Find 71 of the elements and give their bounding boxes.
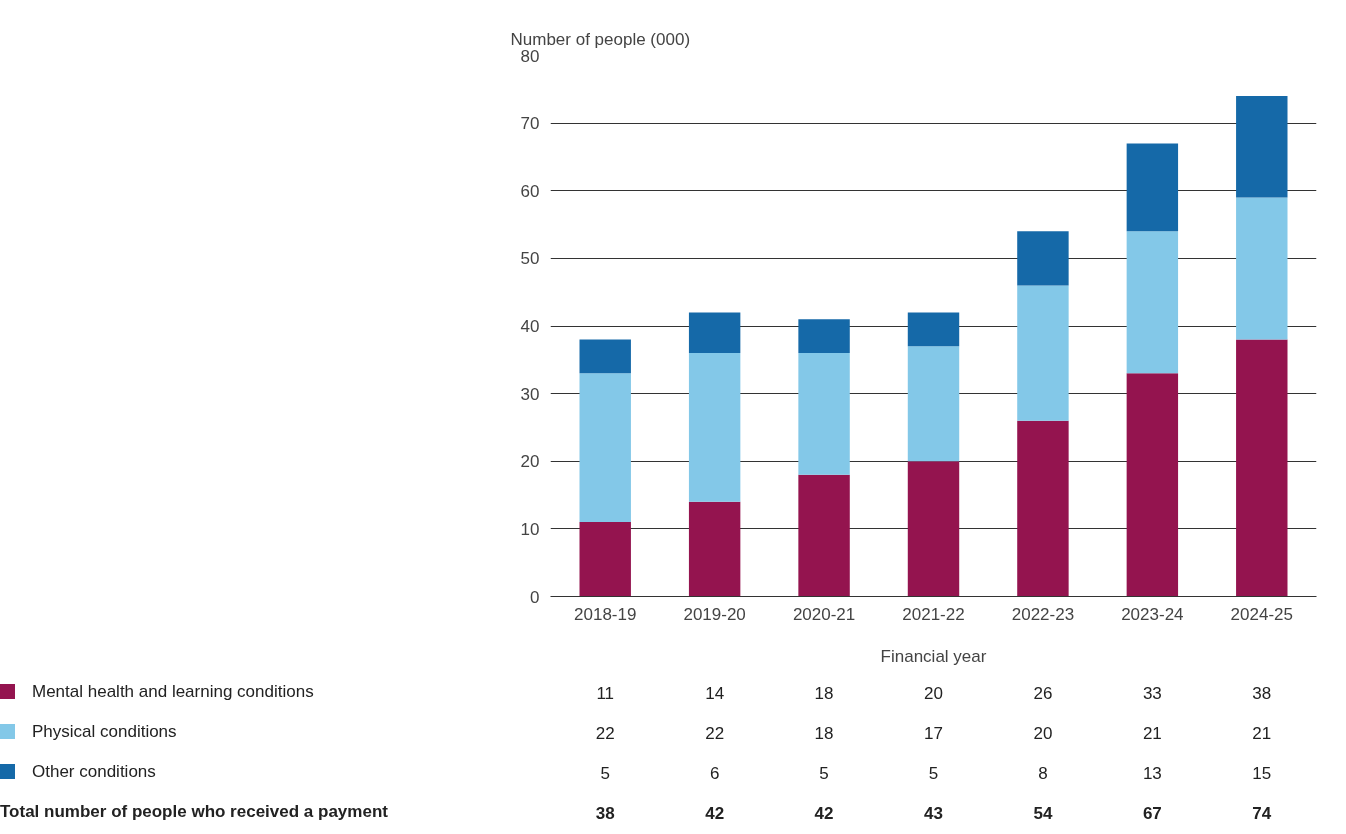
y-tick-label: 10 xyxy=(520,519,540,539)
data-label: 11 xyxy=(596,683,615,703)
text: 42 xyxy=(814,803,834,823)
bar xyxy=(579,522,631,597)
x-tick-label: 2024-25 xyxy=(1230,604,1293,624)
bar xyxy=(907,346,960,462)
y-tick-label: 20 xyxy=(520,452,540,472)
x-tick-label: 2019-20 xyxy=(683,604,746,624)
y-tick-label: 60 xyxy=(520,181,540,201)
legend-label: Other conditions xyxy=(31,761,156,783)
text: Total number of people who received a payment xyxy=(0,802,388,821)
bar xyxy=(1236,96,1288,198)
data-label: 22 xyxy=(705,723,725,743)
bar xyxy=(688,501,741,597)
data-label: 6 xyxy=(709,763,720,783)
data-label: 22 xyxy=(595,723,615,743)
bar xyxy=(798,319,850,354)
y-tick-label: 50 xyxy=(520,249,540,269)
x-tick-label: 2023-24 xyxy=(1121,604,1184,624)
bar xyxy=(579,339,631,374)
y-axis-title: Number of people (000) xyxy=(510,29,691,49)
x-tick-label: 2022-23 xyxy=(1011,604,1075,624)
bar xyxy=(798,353,850,475)
bar xyxy=(688,353,741,502)
data-label: 26 xyxy=(1033,683,1053,703)
y-tick-label: 80 xyxy=(520,46,540,66)
bar xyxy=(1126,373,1179,597)
bar xyxy=(688,312,741,354)
legend-label: Mental health and learning conditions xyxy=(31,681,314,703)
data-label: 33 xyxy=(1142,683,1162,703)
data-label: 14 xyxy=(705,683,725,703)
bar xyxy=(1017,231,1069,286)
data-label: 5 xyxy=(928,763,939,783)
data-label: 13 xyxy=(1142,763,1162,783)
y-tick-label: 0 xyxy=(530,587,540,607)
bar xyxy=(907,461,960,597)
data-label: 18 xyxy=(814,723,834,743)
bar xyxy=(1126,231,1179,374)
text: 67 xyxy=(1142,803,1162,823)
bar xyxy=(1017,285,1069,421)
data-label: 5 xyxy=(600,763,610,783)
bar xyxy=(798,474,850,597)
text: 42 xyxy=(705,803,725,823)
x-tick-label: 2020-21 xyxy=(792,604,856,624)
text: 74 xyxy=(1252,803,1272,823)
data-label: 21 xyxy=(1142,723,1162,743)
text: 38 xyxy=(595,803,615,823)
x-axis-title: Financial year xyxy=(880,646,987,666)
y-tick-label: 40 xyxy=(520,317,540,336)
data-label: 21 xyxy=(1252,723,1272,743)
y-tick-label: 70 xyxy=(520,114,540,134)
legend-label: Physical conditions xyxy=(31,721,177,743)
bar xyxy=(1236,197,1288,340)
y-tick-label: 30 xyxy=(520,384,540,404)
data-label: 38 xyxy=(1252,683,1272,703)
data-label: 20 xyxy=(924,683,943,703)
text: 54 xyxy=(1033,803,1053,823)
bar xyxy=(1126,143,1179,232)
x-tick-label: 2018-19 xyxy=(574,604,637,624)
data-label: 15 xyxy=(1252,763,1272,783)
data-label: 20 xyxy=(1033,723,1053,743)
x-tick-label: 2021-22 xyxy=(902,604,965,624)
bar xyxy=(579,373,631,523)
bar xyxy=(907,312,960,347)
text: 43 xyxy=(924,803,943,823)
data-label: 5 xyxy=(819,763,829,783)
data-label: 8 xyxy=(1038,763,1048,783)
data-label: 18 xyxy=(814,683,834,703)
bar xyxy=(1017,420,1069,597)
bar xyxy=(1236,339,1288,597)
data-label: 17 xyxy=(924,723,943,743)
